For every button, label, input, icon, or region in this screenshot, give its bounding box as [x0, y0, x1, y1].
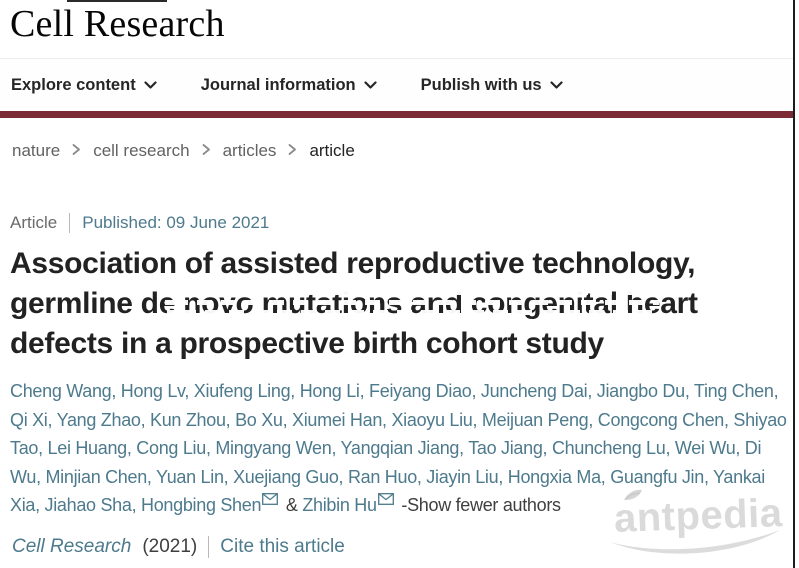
published-date: Published: 09 June 2021 — [82, 213, 270, 232]
citation-row: Cell Research (2021) Cite this article — [12, 536, 345, 558]
article-type-label: Article — [10, 213, 58, 232]
article-meta-row: Article Published: 09 June 2021 — [10, 213, 269, 233]
email-icon[interactable] — [377, 485, 394, 514]
brand-bar — [0, 111, 794, 118]
chevron-right-icon — [72, 141, 81, 161]
nav-item-label: Explore content — [11, 75, 136, 94]
chevron-down-icon — [144, 76, 157, 95]
author-names[interactable]: Cheng Wang, Hong Lv, Xiufeng Ling, Hong … — [10, 381, 787, 515]
article-title: Association of assisted reproductive tec… — [10, 244, 794, 364]
window-edge-artifact — [67, 0, 167, 2]
citation-year: (2021) — [142, 536, 198, 557]
author-joiner: & — [285, 495, 298, 515]
breadcrumb-articles[interactable]: articles — [222, 141, 277, 160]
nav-journal-information[interactable]: Journal information — [201, 76, 377, 95]
nav-item-label: Journal information — [200, 75, 356, 94]
nav-item-label: Publish with us — [420, 75, 542, 94]
nav-explore-content[interactable]: Explore content — [11, 76, 157, 95]
chevron-right-icon — [288, 141, 297, 161]
chevron-right-icon — [202, 141, 211, 161]
show-fewer-authors-link[interactable]: -Show fewer authors — [401, 495, 561, 515]
chevron-down-icon — [550, 76, 563, 95]
cite-this-article-link[interactable]: Cite this article — [220, 536, 345, 557]
nav-publish-with-us[interactable]: Publish with us — [421, 76, 563, 95]
chevron-down-icon — [364, 76, 377, 95]
breadcrumb: nature cell research articles article — [12, 138, 355, 164]
article-title-line: germline de novo mutations and congenita… — [10, 287, 698, 320]
divider — [208, 536, 210, 558]
author-last[interactable]: Zhibin Hu — [302, 495, 377, 515]
article-title-line: Association of assisted reproductive tec… — [10, 247, 696, 280]
breadcrumb-cell-research[interactable]: cell research — [93, 141, 190, 160]
main-nav: Explore content Journal information Publ… — [0, 58, 794, 111]
breadcrumb-nature[interactable]: nature — [12, 141, 61, 160]
article-title-line: defects in a prospective birth cohort st… — [10, 327, 604, 360]
journal-logo[interactable]: Cell Research — [10, 3, 225, 45]
citation-journal[interactable]: Cell Research — [12, 536, 132, 557]
author-list: Cheng Wang, Hong Lv, Xiufeng Ling, Hong … — [10, 377, 794, 520]
window-edge — [793, 0, 795, 568]
email-icon[interactable] — [262, 485, 279, 514]
divider — [69, 213, 71, 233]
breadcrumb-article-current: article — [309, 141, 355, 160]
